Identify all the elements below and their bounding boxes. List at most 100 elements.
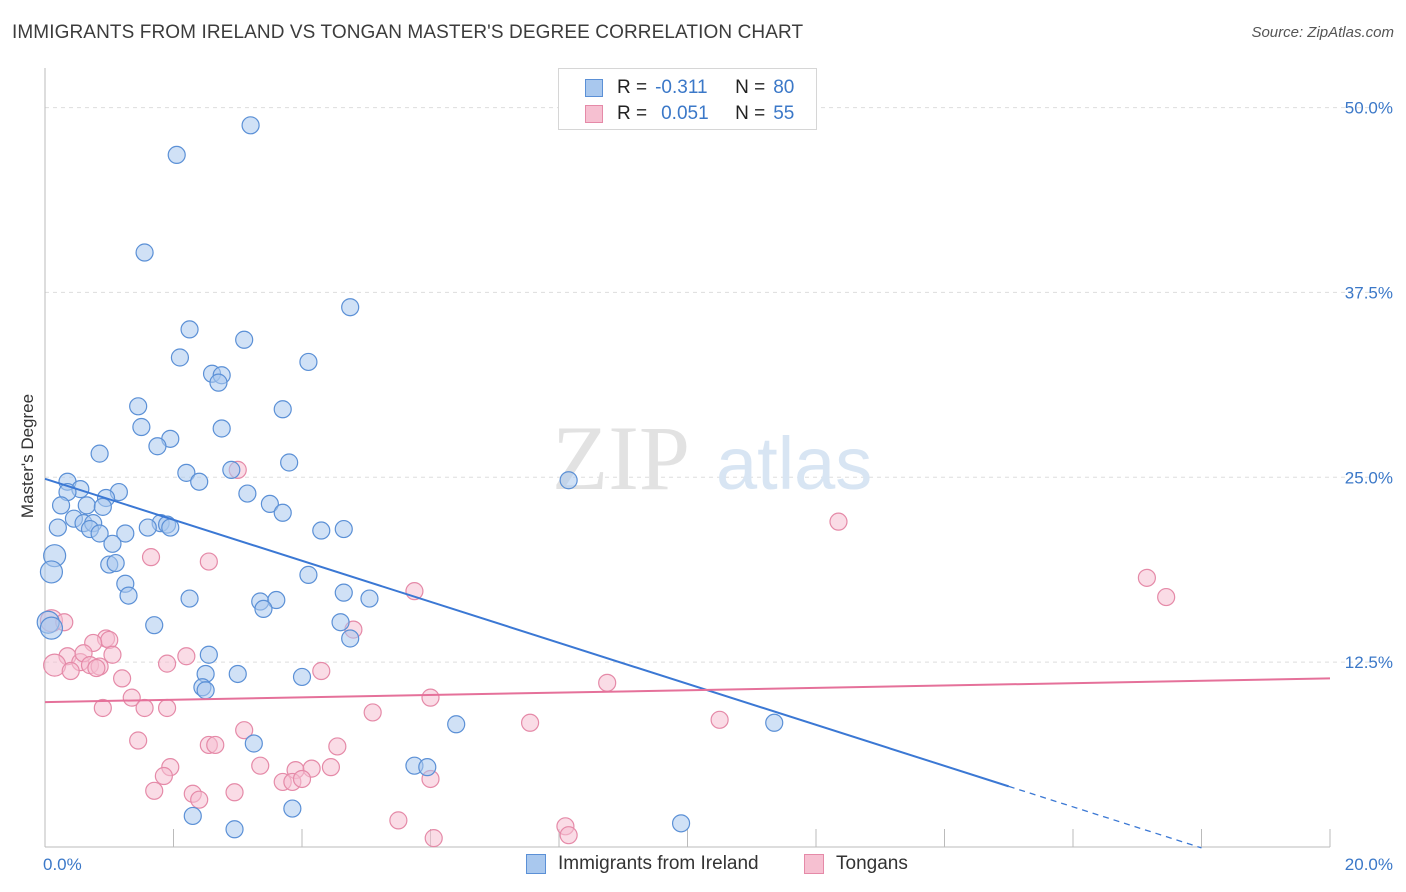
ireland-point	[292, 667, 312, 687]
tongans-point	[389, 811, 408, 830]
ireland-point	[148, 437, 167, 456]
tongans-point	[122, 688, 141, 707]
bottom-legend-tongans: Tongans	[804, 850, 908, 878]
ireland-point	[241, 116, 260, 135]
ireland-point	[132, 417, 151, 437]
ireland-point	[212, 419, 231, 438]
ireland-point	[447, 715, 466, 734]
ireland-point	[228, 664, 247, 684]
axis-labels: 12.5% 25.0% 37.5% 50.0% 0.0% 20.0%	[43, 99, 1393, 874]
legend-r-value-ireland: -0.311	[655, 77, 708, 98]
tongans-point	[424, 829, 443, 848]
tongans-point	[135, 698, 154, 718]
ireland-point	[190, 472, 209, 491]
tongans-point	[710, 710, 729, 729]
tongans-point	[190, 790, 209, 809]
bottom-legend-ireland: Immigrants from Ireland	[526, 850, 759, 878]
tongans-point	[199, 552, 218, 571]
tongans-point	[129, 731, 148, 750]
ireland-point	[177, 463, 196, 482]
legend-n-value-ireland: 80	[773, 77, 795, 98]
ireland-point	[360, 589, 379, 608]
ireland-point	[280, 453, 299, 472]
tongans-point	[206, 735, 225, 755]
grid-lines	[45, 107, 1370, 663]
ireland-point	[299, 565, 318, 584]
tongans-point	[103, 645, 122, 664]
ireland-point	[331, 613, 350, 632]
ireland-point	[129, 397, 148, 416]
ireland-point	[103, 534, 122, 553]
tongans-point	[312, 661, 331, 681]
ireland-point	[90, 524, 109, 543]
tongans-point	[100, 630, 119, 650]
ireland-point	[170, 348, 190, 367]
watermark-zip: ZIP	[552, 407, 690, 509]
ireland-point	[341, 629, 360, 648]
ireland-point	[106, 553, 125, 573]
bottom-legend-label-ireland: Immigrants from Ireland	[558, 853, 759, 874]
tongans-point	[520, 713, 540, 732]
tongans-point	[251, 756, 270, 775]
chart-title: IMMIGRANTS FROM IRELAND VS TONGAN MASTER…	[12, 22, 804, 43]
legend-row-ireland: R = -0.311 N = 80	[585, 75, 794, 101]
ireland-point	[222, 460, 241, 479]
tongans-point	[154, 766, 173, 786]
ireland-point	[334, 583, 353, 602]
tongans-point	[292, 769, 312, 789]
ireland-trend-line	[44, 477, 1010, 788]
tongans-point	[559, 826, 578, 845]
ireland-point	[180, 320, 199, 339]
ireland-point	[39, 560, 64, 584]
tongans-point	[321, 758, 341, 777]
ireland-point	[244, 734, 263, 753]
tongans-point	[61, 661, 80, 681]
tongans-point	[141, 548, 161, 567]
ireland-point	[138, 518, 157, 537]
bottom-legend-swatch-tongans	[804, 854, 824, 874]
ireland-point	[167, 145, 186, 164]
ireland-point	[39, 616, 64, 640]
y-tick-label: 50.0%	[1345, 99, 1393, 118]
tongans-point	[1137, 568, 1156, 587]
bottom-legend-label-tongans: Tongans	[836, 853, 908, 874]
tongans-point	[145, 781, 164, 800]
tongans-point	[157, 698, 177, 718]
ireland-trend-extension	[1008, 785, 1202, 849]
x-tick-label-min: 0.0%	[43, 855, 82, 874]
ireland-point	[312, 521, 331, 540]
ireland-point	[93, 497, 112, 516]
y-tick-label: 37.5%	[1345, 283, 1393, 302]
ireland-point	[116, 524, 135, 543]
tongans-point	[87, 658, 106, 678]
tongans-point	[363, 703, 382, 722]
ireland-point	[283, 799, 302, 818]
legend-n-value-tongans: 55	[773, 103, 795, 124]
ireland-point	[254, 599, 273, 619]
source-credit: Source: ZipAtlas.com	[1251, 24, 1394, 41]
legend-row-tongans: R = 0.051 N = 55	[585, 101, 794, 127]
ireland-point	[199, 645, 218, 664]
ireland-point	[341, 298, 360, 317]
tongans-point	[421, 688, 440, 707]
legend-swatch-tongans	[585, 105, 603, 123]
ireland-point	[225, 820, 244, 839]
ireland-point	[273, 400, 292, 419]
tongans-point	[225, 783, 244, 802]
ireland-point	[334, 519, 353, 539]
tongans-point	[177, 647, 196, 666]
ireland-point	[135, 243, 154, 262]
legend-n-label: N =	[735, 103, 766, 124]
ireland-point	[559, 471, 578, 490]
ireland-point	[260, 494, 279, 514]
axes	[44, 68, 1331, 848]
ireland-point	[273, 503, 292, 522]
tongans-point	[598, 673, 617, 692]
y-axis-title: Master's Degree	[18, 394, 37, 518]
y-tick-label: 12.5%	[1345, 653, 1393, 672]
tongans-point	[93, 698, 112, 718]
ireland-point	[209, 373, 228, 392]
tongans-trend-line	[44, 677, 1331, 704]
ireland-point	[180, 589, 199, 608]
